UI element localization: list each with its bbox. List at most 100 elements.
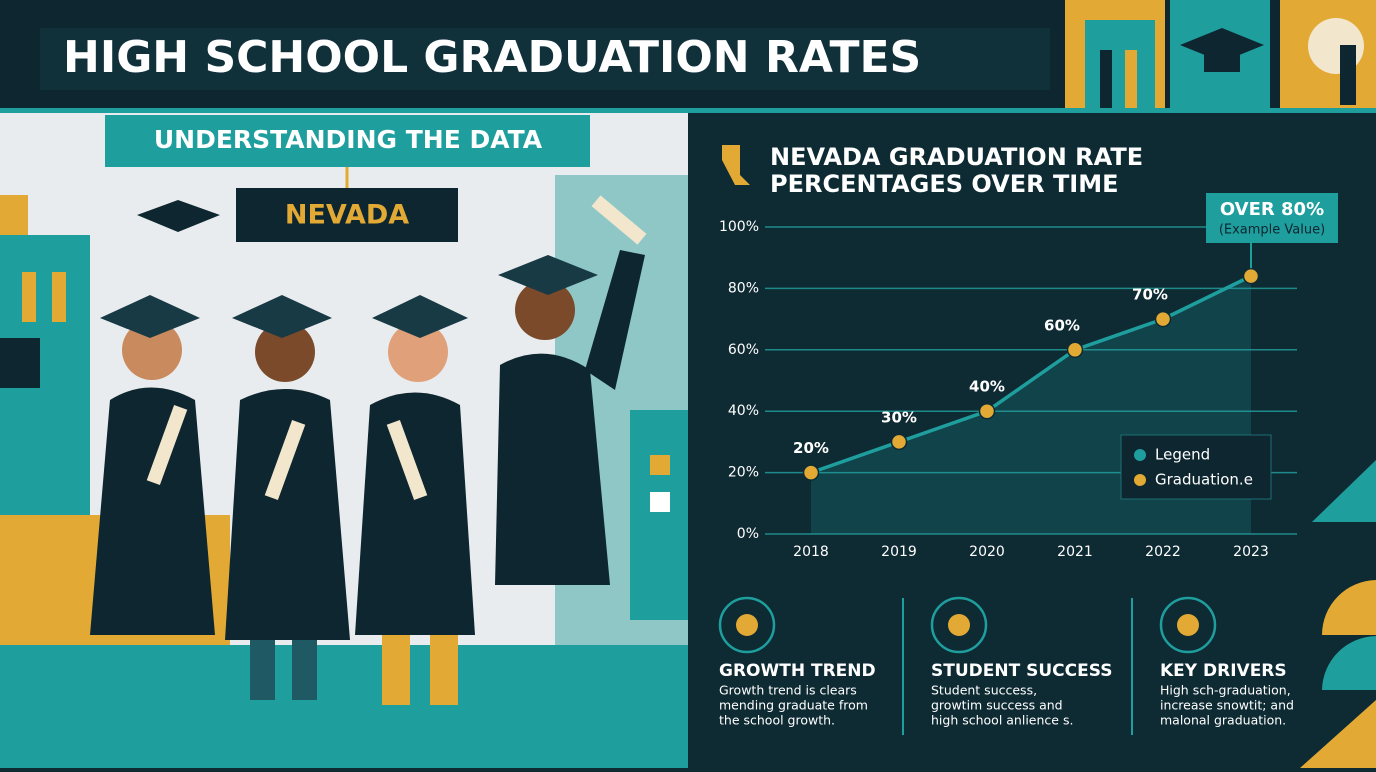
line: [810, 274, 1252, 475]
card-title: GROWTH TREND: [719, 661, 876, 681]
legend-title: Legend: [1155, 446, 1210, 464]
legend-box: [1120, 434, 1272, 500]
annotation-text: OVER 80%: [1220, 199, 1324, 220]
cards: GROWTH TREND Growth trend is clearsmendin…: [718, 596, 1294, 728]
legs: [382, 635, 410, 705]
card-title: KEY DRIVERS: [1160, 661, 1287, 681]
x-tick-label: 2019: [881, 544, 917, 560]
marker: [1066, 341, 1084, 359]
chart-title: PERCENTAGES OVER TIME: [770, 170, 1119, 198]
card-line: malonal graduation.: [1160, 713, 1286, 728]
card-line: growtim success and: [931, 698, 1063, 713]
diploma: [591, 195, 647, 245]
head: [388, 322, 448, 382]
decor-cap-base: [1204, 52, 1240, 72]
marker: [1154, 310, 1172, 328]
title-plate: [40, 28, 1050, 90]
y-tick-label: 20%: [728, 465, 759, 481]
annotation-box: [1206, 193, 1338, 243]
card-icon-core: [1177, 614, 1199, 636]
card-line: High sch-graduation,: [1160, 683, 1291, 698]
marker: [1242, 267, 1260, 285]
data-label: 40%: [969, 378, 1005, 396]
graduate: [355, 295, 475, 705]
head: [515, 280, 575, 340]
y-tick-label: 100%: [719, 219, 759, 235]
graduate: [90, 295, 215, 635]
card-line: Growth trend is clears: [719, 683, 857, 698]
card-icon: [1159, 596, 1217, 654]
x-tick-label: 2022: [1145, 544, 1181, 560]
cap: [100, 295, 200, 338]
marker: [890, 433, 908, 451]
legend-swatch: [1134, 474, 1146, 486]
gown: [90, 387, 215, 635]
decor-column: [1100, 50, 1112, 108]
arm: [585, 250, 645, 390]
card-icon: [930, 596, 988, 654]
window: [52, 272, 66, 322]
banner-text: UNDERSTANDING THE DATA: [154, 125, 543, 154]
legend-entry: Graduation.e: [1155, 471, 1253, 489]
header-rule: [0, 108, 1376, 113]
edge-decor: [1321, 580, 1376, 635]
marker: [802, 464, 820, 481]
flying-cap: [137, 200, 220, 232]
card-line: high school anlience s.: [931, 713, 1073, 728]
edge-decor: [1322, 636, 1376, 690]
edge-decor: [1312, 460, 1376, 522]
y-tick-label: 80%: [728, 280, 759, 296]
state-plate: [236, 188, 458, 242]
building: [0, 235, 90, 545]
edge-decor: [1300, 700, 1376, 768]
head: [122, 320, 182, 380]
building: [630, 410, 688, 620]
decor-figure: [1340, 45, 1356, 105]
diploma: [386, 420, 428, 500]
y-tick-label: 60%: [728, 342, 759, 358]
window: [650, 492, 670, 512]
marker: [978, 402, 996, 420]
card-line: Student success,: [931, 683, 1037, 698]
cap: [372, 295, 468, 338]
gown: [225, 389, 350, 640]
floor: [0, 645, 688, 768]
x-tick-label: 2023: [1233, 544, 1269, 560]
plot: 0% 20% 40% 60% 80% 100% 2018 2019 2020 2021 2022 20…: [719, 193, 1338, 560]
x-tick-label: 2018: [793, 544, 829, 560]
diploma: [146, 405, 188, 485]
window: [650, 455, 670, 475]
data-label: 30%: [881, 408, 917, 426]
legend-swatch: [1134, 449, 1146, 461]
card-icon: [718, 596, 776, 654]
state-name: NEVADA: [285, 200, 409, 231]
cap: [498, 255, 598, 295]
data-label: 70%: [1132, 286, 1168, 304]
y-tick-label: 40%: [728, 403, 759, 419]
page-title: HIGH SCHOOL GRADUATION RATES: [63, 32, 921, 83]
annotation-note: (Example Value): [1219, 223, 1325, 238]
graduate: [225, 295, 350, 700]
card-line: mending graduate from: [719, 698, 868, 713]
window: [22, 272, 36, 322]
diploma: [264, 420, 306, 500]
decor-column: [1125, 50, 1137, 108]
decor-building: [1085, 20, 1155, 108]
card-title: STUDENT SUCCESS: [931, 661, 1112, 681]
y-tick-label: 0%: [737, 526, 759, 542]
legs: [292, 640, 317, 700]
cap: [232, 295, 332, 338]
illustration: UNDERSTANDING THE DATA NEVADA: [0, 113, 688, 768]
card-icon-core: [736, 614, 758, 636]
chart-title: NEVADA GRADUATION RATE: [770, 143, 1143, 171]
card-line: increase snowtit; and: [1160, 698, 1294, 713]
x-tick-label: 2021: [1057, 544, 1093, 560]
banner-plate: [105, 115, 590, 167]
x-tick-label: 2020: [969, 544, 1005, 560]
window: [0, 338, 40, 388]
head: [255, 322, 315, 382]
data-label: 60%: [1044, 316, 1080, 334]
data-label: 20%: [793, 439, 829, 457]
